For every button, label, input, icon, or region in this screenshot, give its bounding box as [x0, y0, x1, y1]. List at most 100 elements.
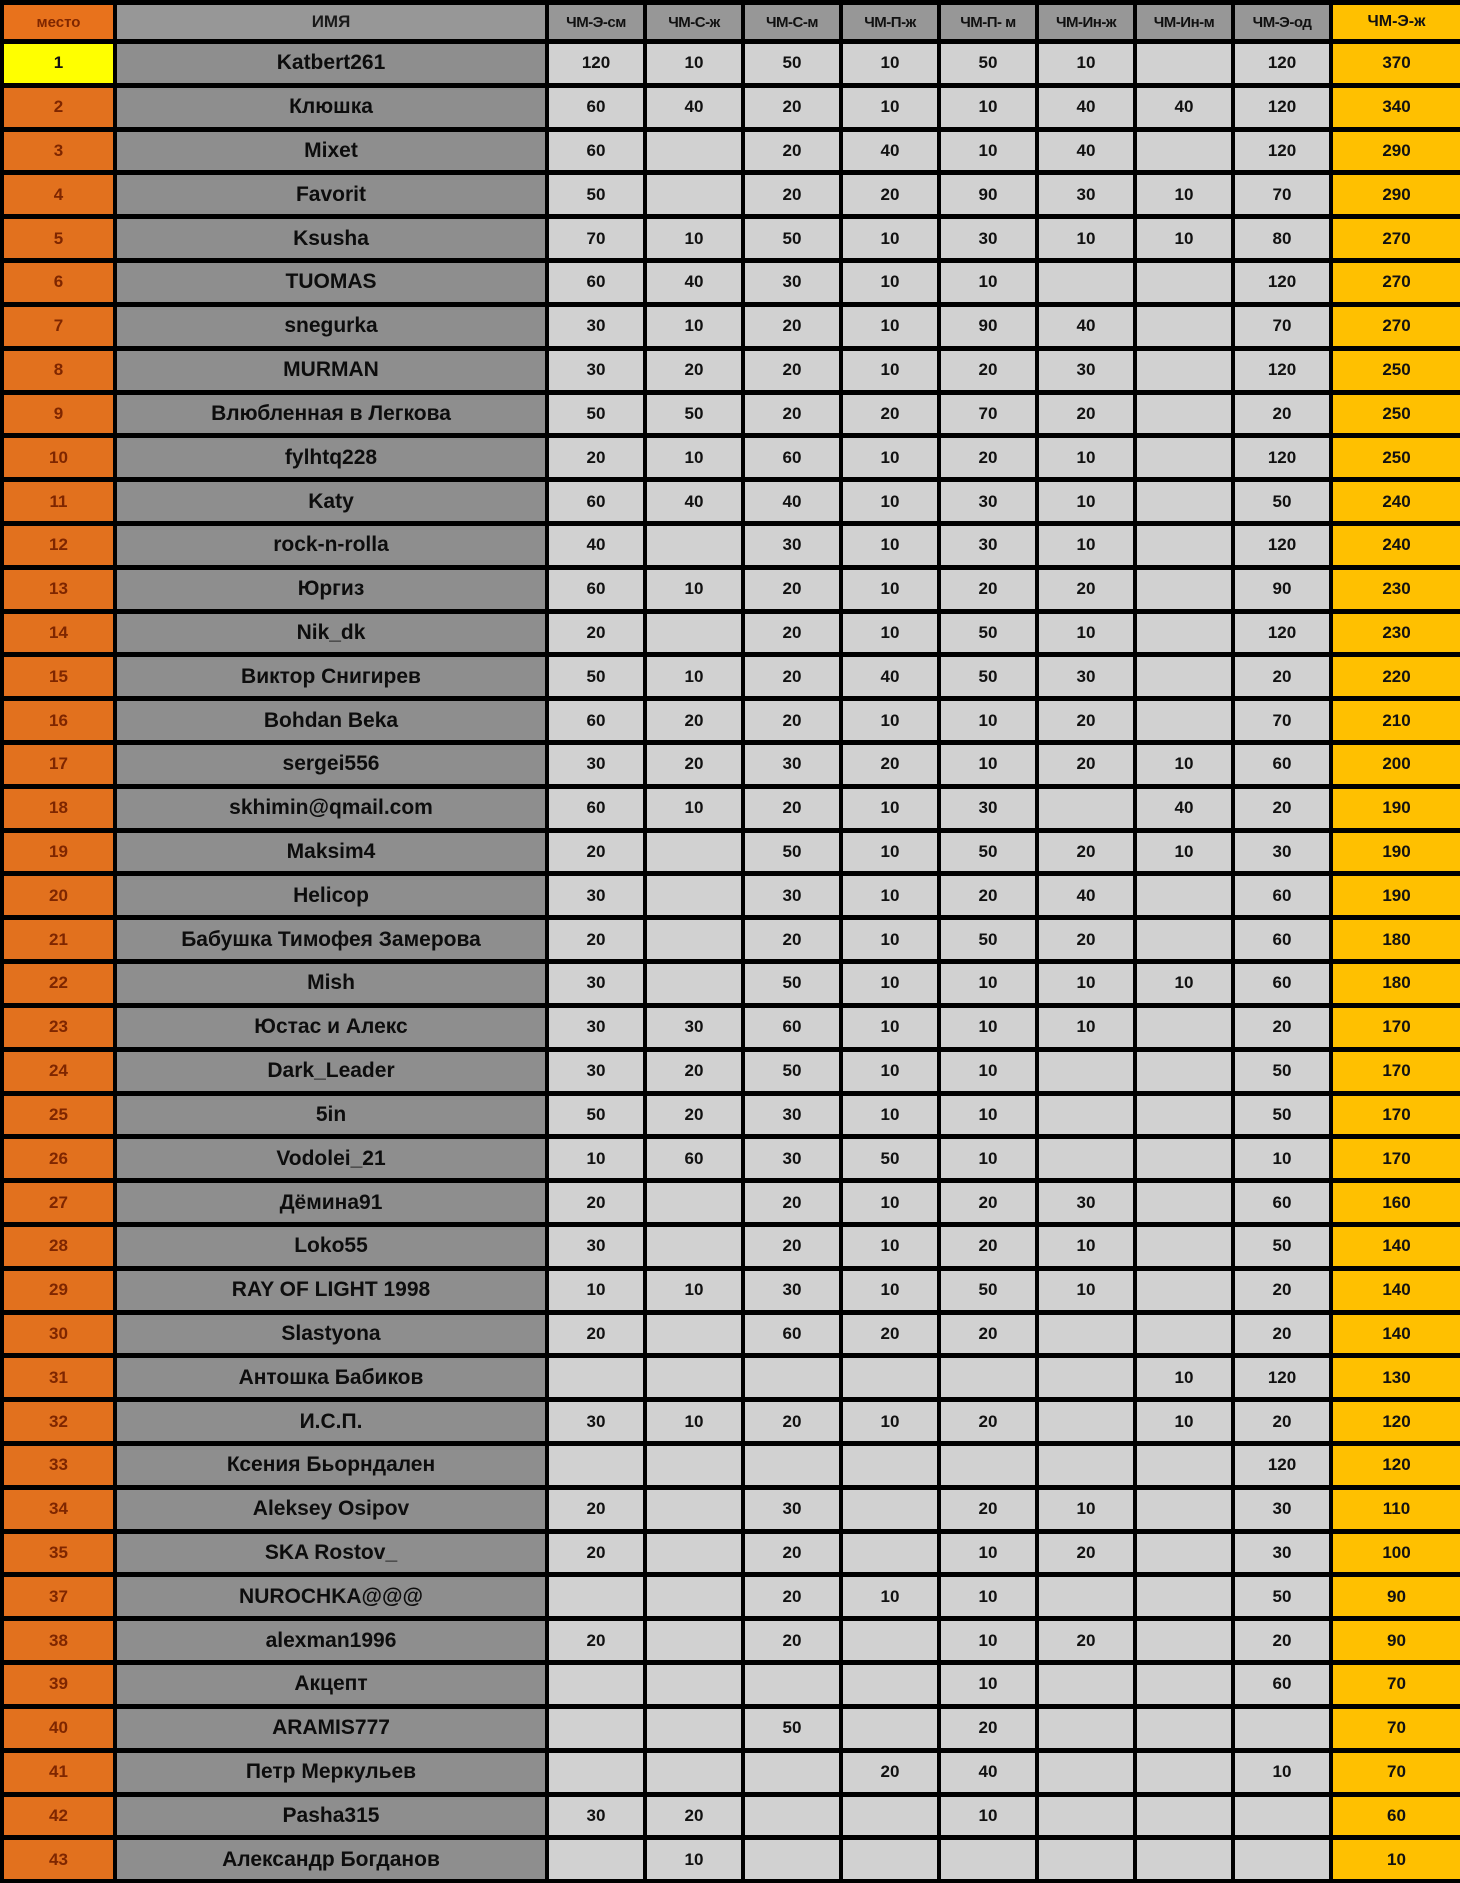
table-row: 34 Aleksey Osipov 20 30 20 10 30 110: [0, 1485, 1460, 1534]
score-cell: [1133, 1660, 1235, 1709]
score-cell: 10: [1133, 214, 1235, 263]
score-cell: 20: [937, 1397, 1039, 1446]
score-cell: 10: [839, 1397, 941, 1446]
rank-cell: 28: [0, 1222, 117, 1271]
score-cell: 10: [839, 1222, 941, 1271]
score-cell: [1035, 1792, 1137, 1840]
total-score-cell: 270: [1329, 302, 1460, 351]
score-cell: 20: [741, 565, 843, 614]
score-cell: 10: [1035, 609, 1137, 657]
total-score-cell: 190: [1329, 871, 1460, 920]
rank-cell: 32: [0, 1397, 117, 1446]
score-cell: [839, 1353, 941, 1402]
score-cell: [1231, 1704, 1333, 1753]
player-name-cell: Katy: [113, 477, 549, 526]
score-cell: 50: [545, 170, 647, 219]
score-cell: 20: [937, 1178, 1039, 1227]
score-cell: [1133, 127, 1235, 175]
score-cell: 10: [1133, 170, 1235, 219]
total-score-cell: 120: [1329, 1397, 1460, 1446]
score-cell: 10: [937, 740, 1039, 789]
score-cell: 60: [1231, 740, 1333, 789]
score-cell: 20: [741, 1222, 843, 1271]
score-cell: [545, 1441, 647, 1490]
score-cell: 60: [643, 1134, 745, 1183]
player-name-cell: 5in: [113, 1091, 549, 1139]
score-cell: 20: [545, 1616, 647, 1665]
table-row: 4 Favorit 50 20 20 90 30 10 70 290: [0, 170, 1460, 219]
score-cell: [839, 1704, 941, 1753]
score-cell: 20: [545, 915, 647, 964]
score-cell: 40: [741, 477, 843, 526]
score-cell: 50: [937, 652, 1039, 701]
rank-cell: 30: [0, 1310, 117, 1358]
score-cell: 10: [1133, 1397, 1235, 1446]
score-cell: [1133, 565, 1235, 614]
score-cell: 10: [937, 127, 1039, 175]
table-row: 2 Клюшка 60 40 20 10 10 40 40 120 340: [0, 83, 1460, 132]
rank-cell: 6: [0, 258, 117, 307]
table-row: 12 rock-n-rolla 40 30 10 30 10 120 240: [0, 521, 1460, 570]
total-score-cell: 90: [1329, 1572, 1460, 1621]
score-cell: [741, 1835, 843, 1883]
score-cell: [839, 1792, 941, 1840]
column-header-c3: ЧМ-С-м: [741, 0, 843, 44]
table-row: 18 skhimin@qmail.com 60 10 20 10 30 40 20 190: [0, 784, 1460, 833]
score-cell: 10: [1231, 1134, 1333, 1183]
score-cell: 60: [545, 565, 647, 614]
player-name-cell: Юргиз: [113, 565, 549, 614]
score-cell: 40: [839, 127, 941, 175]
score-cell: [1133, 1091, 1235, 1139]
score-cell: [643, 521, 745, 570]
table-row: 20 Helicop 30 30 10 20 40 60 190: [0, 871, 1460, 920]
score-cell: 10: [839, 83, 941, 132]
score-cell: 20: [937, 346, 1039, 394]
table-row: 11 Katy 60 40 40 10 30 10 50 240: [0, 477, 1460, 526]
score-cell: 50: [937, 39, 1039, 88]
score-cell: [643, 1748, 745, 1796]
rank-cell: 42: [0, 1792, 117, 1840]
score-cell: 10: [1035, 1485, 1137, 1534]
rank-cell: 24: [0, 1047, 117, 1095]
total-score-cell: 70: [1329, 1704, 1460, 1753]
score-cell: 10: [937, 1047, 1039, 1095]
rank-cell: 26: [0, 1134, 117, 1183]
score-cell: 20: [741, 1397, 843, 1446]
score-cell: [1133, 1178, 1235, 1227]
total-score-cell: 170: [1329, 1003, 1460, 1052]
score-cell: 90: [937, 302, 1039, 351]
score-cell: 30: [545, 302, 647, 351]
score-cell: 20: [1035, 390, 1137, 438]
rank-cell: 33: [0, 1441, 117, 1490]
score-cell: 60: [1231, 1660, 1333, 1709]
score-cell: 50: [1231, 1222, 1333, 1271]
column-header-name: ИМЯ: [113, 0, 549, 44]
score-cell: 10: [839, 1572, 941, 1621]
score-cell: [741, 1660, 843, 1709]
score-cell: 10: [839, 346, 941, 394]
total-score-cell: 230: [1329, 609, 1460, 657]
total-score-cell: 230: [1329, 565, 1460, 614]
score-cell: 10: [1035, 477, 1137, 526]
score-cell: 90: [1231, 565, 1333, 614]
table-row: 23 Юстас и Алекс 30 30 60 10 10 10 20 170: [0, 1003, 1460, 1052]
total-score-cell: 100: [1329, 1529, 1460, 1577]
rank-cell: 20: [0, 871, 117, 920]
score-cell: 10: [839, 959, 941, 1008]
score-cell: 60: [1231, 915, 1333, 964]
score-cell: [1133, 433, 1235, 482]
score-cell: 10: [839, 433, 941, 482]
rank-cell: 15: [0, 652, 117, 701]
player-name-cell: Maksim4: [113, 828, 549, 876]
score-cell: 30: [1035, 652, 1137, 701]
table-row: 17 sergei556 30 20 30 20 10 20 10 60 200: [0, 740, 1460, 789]
score-cell: 10: [839, 871, 941, 920]
score-cell: 120: [545, 39, 647, 88]
table-row: 41 Петр Меркульев 20 40 10 70: [0, 1748, 1460, 1796]
score-cell: 30: [1035, 346, 1137, 394]
score-cell: 10: [937, 696, 1039, 745]
score-cell: [1133, 1616, 1235, 1665]
score-cell: 20: [1231, 1310, 1333, 1358]
rank-cell: 8: [0, 346, 117, 394]
score-cell: 30: [741, 1266, 843, 1315]
